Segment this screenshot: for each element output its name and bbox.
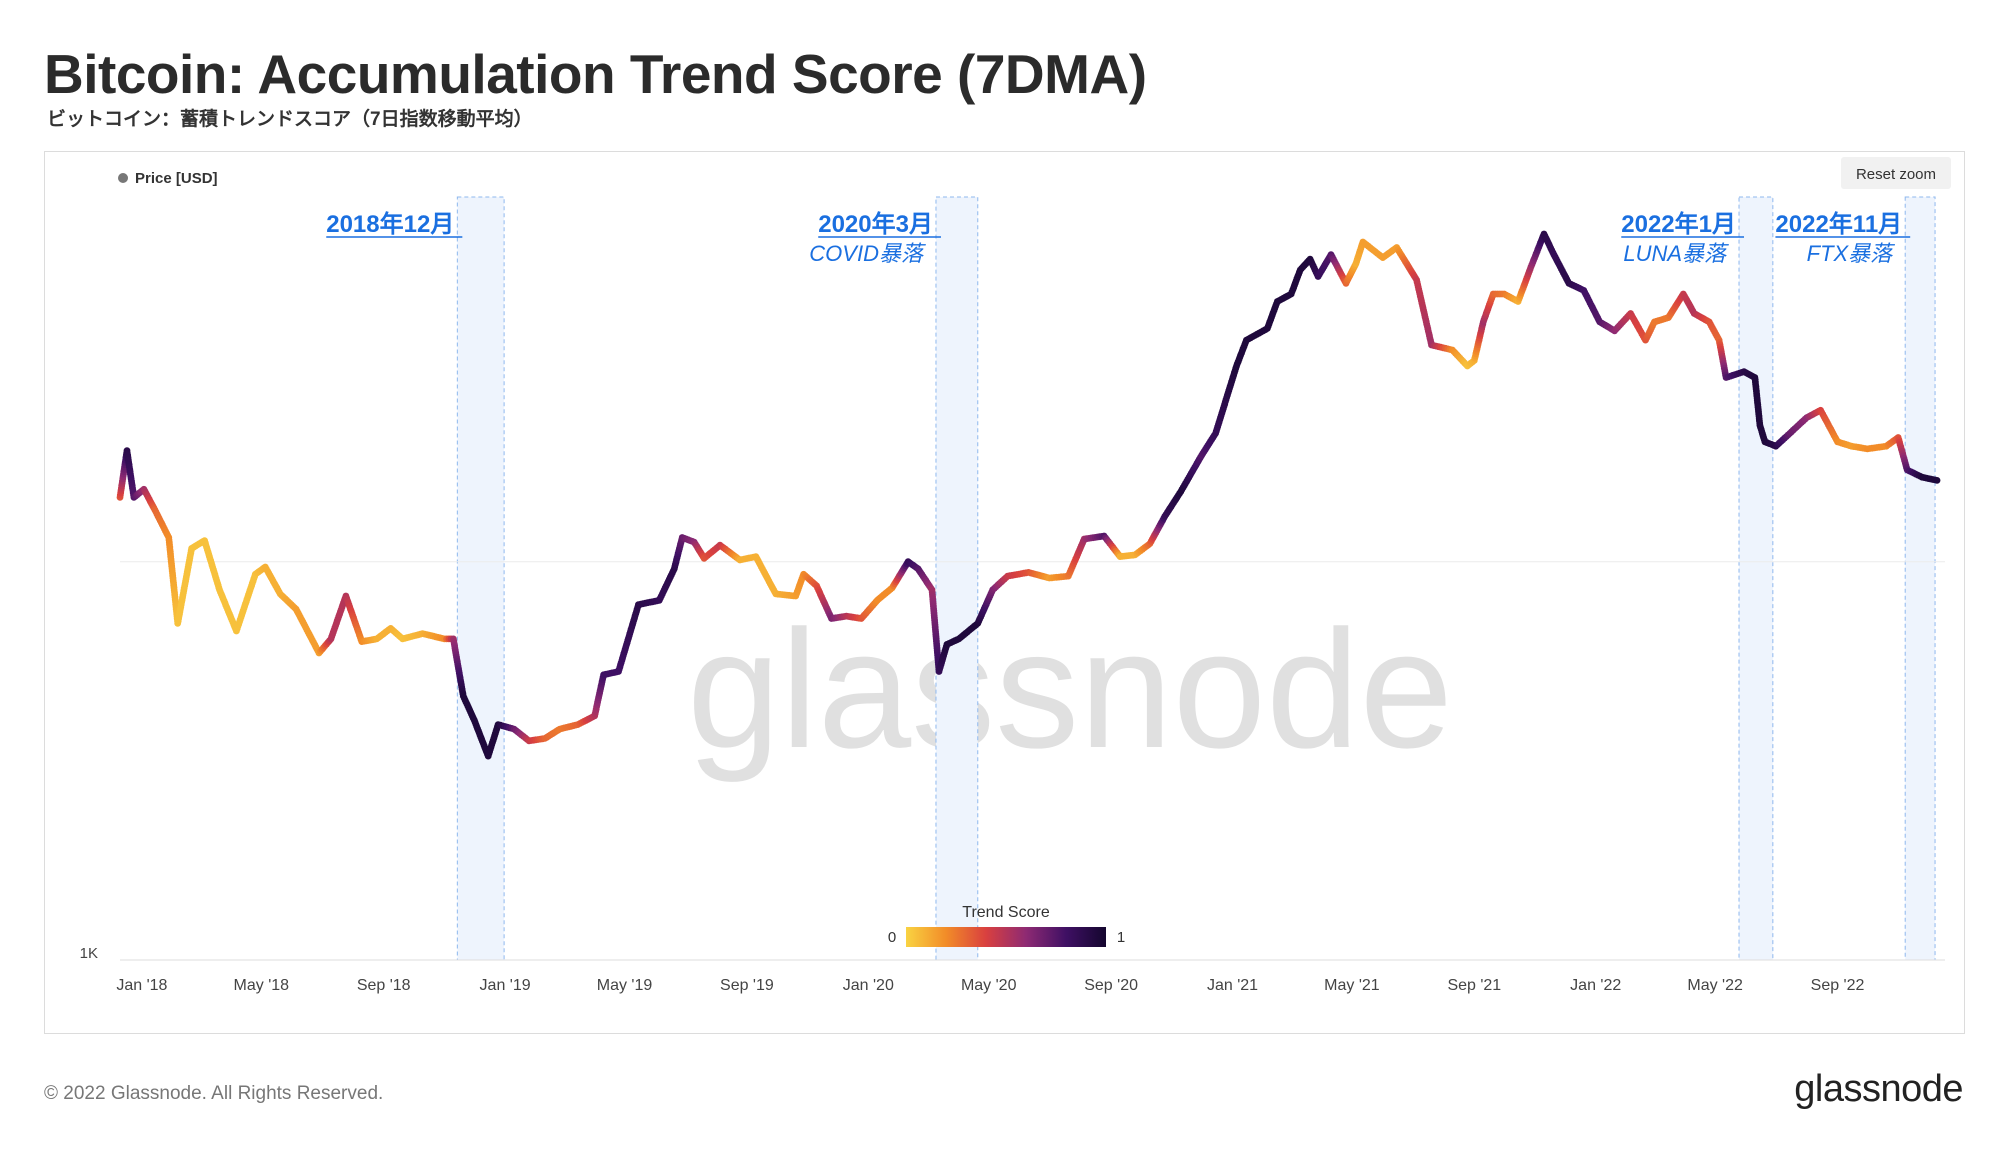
x-tick-label: May '20 — [961, 977, 1017, 994]
annotation-label[interactable]: 2022年11月 — [1775, 210, 1902, 238]
annotation-sublabel: LUNA暴落 — [1623, 241, 1729, 266]
annotation-sublabel: COVID暴落 — [809, 241, 926, 266]
x-tick-label: Jan '19 — [480, 977, 531, 994]
x-tick-label: Jan '20 — [843, 977, 894, 994]
y-tick-label: 1K — [80, 945, 98, 962]
reset-zoom-button[interactable]: Reset zoom — [1841, 157, 1951, 189]
annotation-label[interactable]: 2020年3月 — [818, 210, 933, 238]
chart-frame[interactable]: glassnode 2018年12月 2020年3月 COVID暴落 2022年1月 L… — [44, 151, 1965, 1034]
x-tick-label: Sep '18 — [357, 977, 411, 994]
x-tick-label: Sep '19 — [720, 977, 774, 994]
annotation-label[interactable]: 2018年12月 — [326, 210, 454, 238]
annotation-sublabel: FTX暴落 — [1807, 241, 1896, 266]
annotation-band[interactable] — [1904, 196, 1936, 961]
x-tick-label: Sep '22 — [1811, 977, 1865, 994]
annotation-band[interactable] — [1738, 196, 1774, 961]
chart-plot[interactable]: glassnode 2018年12月 2020年3月 COVID暴落 2022年1月 L… — [45, 152, 1964, 1033]
x-tick-label: May '22 — [1687, 977, 1743, 994]
reset-zoom-label: Reset zoom — [1856, 166, 1936, 183]
x-tick-label: May '18 — [234, 977, 290, 994]
colorbar-title: Trend Score — [962, 904, 1050, 921]
legend-label[interactable]: Price [USD] — [135, 170, 218, 187]
colorbar-max-label: 1 — [1117, 929, 1125, 946]
watermark: glassnode — [687, 595, 1453, 783]
footer-copyright: © 2022 Glassnode. All Rights Reserved. — [44, 1083, 384, 1104]
legend-marker — [118, 173, 128, 183]
chart-title: Bitcoin: Accumulation Trend Score (7DMA) — [44, 43, 1147, 105]
x-tick-label: Jan '18 — [116, 977, 167, 994]
x-tick-label: Jan '21 — [1207, 977, 1258, 994]
colorbar: Trend Score 0 1 — [888, 904, 1125, 947]
x-tick-label: May '19 — [597, 977, 653, 994]
annotation-label[interactable]: 2022年1月 — [1621, 210, 1736, 238]
price-point — [1933, 476, 1941, 484]
x-tick-label: Sep '20 — [1084, 977, 1138, 994]
x-tick-label: May '21 — [1324, 977, 1380, 994]
colorbar-gradient — [906, 927, 1106, 947]
chart-subtitle: ビットコイン：蓄積トレンドスコア（7日指数移動平均） — [47, 109, 533, 130]
x-tick-label: Jan '22 — [1570, 977, 1621, 994]
legend[interactable]: Price [USD] — [118, 170, 218, 187]
x-tick-label: Sep '21 — [1447, 977, 1501, 994]
footer-logo: glassnode — [1794, 1068, 1963, 1110]
annotation-band[interactable] — [935, 196, 979, 961]
colorbar-min-label: 0 — [888, 929, 896, 946]
annotation-band[interactable] — [456, 196, 505, 961]
